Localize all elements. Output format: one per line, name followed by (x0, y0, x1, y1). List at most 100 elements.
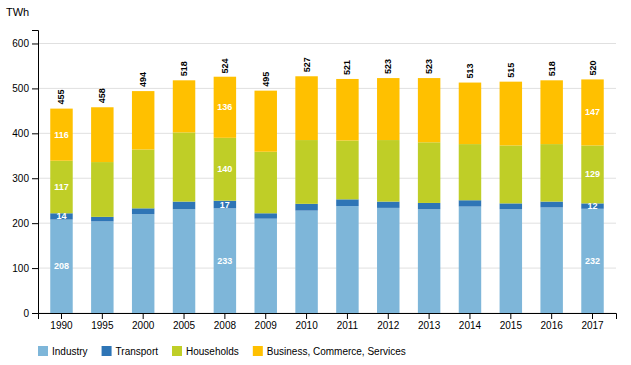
bar (254, 213, 276, 218)
tick: 600 (12, 38, 38, 49)
bar (336, 206, 358, 313)
bar (500, 82, 522, 146)
data-label: 136 (217, 102, 232, 112)
data-label: 147 (585, 107, 600, 117)
bar (295, 204, 317, 211)
tick-mark (61, 313, 62, 319)
tick-mark (469, 313, 470, 319)
data-label: 233 (217, 256, 232, 266)
tick-label: 2014 (459, 320, 482, 331)
total-label: 494 (138, 72, 148, 87)
bar (50, 109, 72, 161)
bar (459, 144, 481, 200)
bar (214, 138, 236, 201)
data-label: 129 (585, 169, 600, 179)
legend-label: Households (186, 346, 239, 357)
tick: 2000 (132, 313, 155, 331)
bar (91, 221, 113, 313)
tick-mark (306, 313, 307, 319)
bar (581, 209, 603, 313)
series (50, 76, 603, 162)
tick-mark (347, 313, 348, 319)
data-label: 116 (54, 130, 69, 140)
tick-mark (551, 313, 552, 319)
bar (132, 149, 154, 208)
tick-mark (32, 313, 38, 314)
total-label: 523 (424, 59, 434, 74)
tick-mark (102, 313, 103, 319)
bar (581, 79, 603, 145)
bar (254, 219, 276, 313)
data-labels: 208233232141712117140129116136147 (54, 102, 600, 271)
tick-label: 0 (23, 308, 29, 319)
bar (418, 209, 440, 313)
tick-label: 2000 (132, 320, 155, 331)
tick: 400 (12, 128, 38, 139)
bar (377, 140, 399, 202)
bar (295, 76, 317, 140)
bar (214, 77, 236, 138)
bar (377, 208, 399, 313)
grid-line (38, 268, 616, 269)
grid (38, 43, 616, 313)
bar (336, 79, 358, 141)
bar (459, 83, 481, 145)
bar (50, 220, 72, 313)
bar (336, 199, 358, 206)
tick-mark (32, 43, 38, 44)
data-label: 232 (585, 256, 600, 266)
tick: 300 (12, 173, 38, 184)
data-label: 12 (588, 201, 598, 211)
grid-line (38, 43, 616, 44)
tick: 2010 (295, 313, 318, 331)
tick: 2011 (337, 313, 359, 331)
bar (459, 200, 481, 206)
tick: 2008 (214, 313, 237, 331)
legend-swatch (253, 346, 263, 356)
tick-label: 100 (12, 263, 29, 274)
tick-label: 400 (12, 128, 29, 139)
tick-label: 2010 (295, 320, 318, 331)
data-label: 140 (217, 164, 232, 174)
bar (418, 78, 440, 142)
grid-line (38, 178, 616, 179)
legend-swatch (102, 346, 112, 356)
grid-line (38, 88, 616, 89)
y-axis: 0 100 200 300 400 500 600 (12, 31, 38, 319)
tick: 2014 (459, 313, 482, 331)
tick-label: 2005 (173, 320, 196, 331)
tick: 500 (12, 83, 38, 94)
bar (254, 152, 276, 214)
tick: 200 (12, 218, 38, 229)
bar (540, 207, 562, 313)
tick: 2015 (500, 313, 523, 331)
total-label: 520 (588, 60, 598, 75)
legend-label: Transport (116, 346, 159, 357)
total-label: 523 (383, 59, 393, 74)
bar (540, 202, 562, 208)
tick-mark (32, 223, 38, 224)
tick-mark (429, 313, 430, 319)
tick: 100 (12, 263, 38, 274)
legend-item: Transport (102, 346, 159, 357)
total-label: 515 (506, 63, 516, 78)
bar (377, 78, 399, 140)
bar (50, 161, 72, 214)
tick: 2009 (255, 313, 278, 331)
tick: 2005 (173, 313, 196, 331)
bar (91, 217, 113, 221)
total-label: 518 (547, 61, 557, 76)
tick: 1995 (91, 313, 114, 331)
bar (91, 162, 113, 217)
grid-line (38, 133, 616, 134)
legend-item: Business, Commerce, Services (253, 346, 406, 357)
axis-line (39, 314, 617, 320)
tick-label: 2016 (541, 320, 564, 331)
bars (50, 76, 603, 313)
total-label: 455 (56, 90, 66, 105)
data-label: 117 (54, 182, 69, 192)
bar (500, 209, 522, 313)
data-label: 14 (56, 211, 66, 221)
totals: 4554584945185244955275215235235135155185… (56, 57, 597, 104)
tick-mark (32, 268, 38, 269)
